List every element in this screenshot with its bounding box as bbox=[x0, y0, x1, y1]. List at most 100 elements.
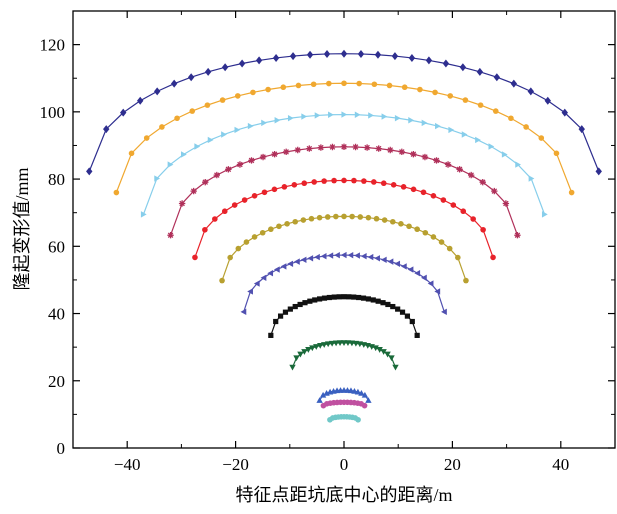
data-point bbox=[261, 189, 268, 196]
data-point bbox=[259, 229, 266, 236]
data-point bbox=[143, 135, 150, 141]
data-point bbox=[334, 251, 340, 259]
data-point bbox=[352, 143, 359, 151]
data-point bbox=[561, 108, 568, 117]
data-point bbox=[450, 202, 457, 208]
data-point bbox=[327, 252, 334, 259]
data-point bbox=[446, 245, 453, 252]
data-point bbox=[447, 93, 454, 99]
y-tick-label: 100 bbox=[40, 103, 66, 122]
series-line bbox=[169, 146, 519, 236]
series-line bbox=[142, 113, 546, 215]
data-point bbox=[421, 274, 427, 281]
data-point bbox=[347, 251, 354, 259]
data-point bbox=[305, 347, 312, 353]
data-point bbox=[276, 223, 282, 230]
data-point bbox=[340, 143, 348, 151]
data-point bbox=[273, 266, 280, 273]
data-point bbox=[140, 211, 147, 218]
data-point bbox=[351, 294, 357, 300]
data-point bbox=[385, 301, 391, 308]
series-7 bbox=[240, 251, 447, 316]
data-point bbox=[408, 117, 415, 124]
data-point bbox=[361, 178, 367, 184]
data-point bbox=[86, 167, 93, 176]
data-point bbox=[219, 277, 225, 284]
data-point bbox=[409, 318, 415, 325]
data-point bbox=[432, 89, 438, 96]
y-tick-label: 20 bbox=[48, 372, 65, 391]
y-tick-label: 120 bbox=[40, 36, 66, 55]
data-point bbox=[319, 391, 327, 398]
data-point bbox=[361, 402, 368, 409]
data-point bbox=[317, 144, 325, 151]
data-point bbox=[331, 177, 337, 184]
series-line bbox=[88, 53, 600, 172]
data-point bbox=[394, 114, 401, 122]
data-point bbox=[391, 52, 399, 61]
data-point bbox=[422, 229, 429, 236]
data-point bbox=[273, 318, 279, 325]
data-point bbox=[430, 193, 437, 199]
data-point bbox=[317, 296, 323, 302]
data-point bbox=[314, 253, 320, 261]
data-point bbox=[120, 108, 127, 117]
data-point bbox=[467, 171, 475, 179]
data-point bbox=[374, 255, 380, 262]
data-point bbox=[316, 397, 323, 403]
data-point bbox=[461, 131, 468, 138]
data-point bbox=[538, 135, 545, 141]
data-point bbox=[202, 226, 208, 233]
data-point bbox=[306, 50, 314, 59]
data-point bbox=[427, 280, 434, 287]
data-point bbox=[287, 260, 294, 268]
data-point bbox=[515, 161, 522, 168]
data-point bbox=[227, 254, 233, 261]
data-point bbox=[331, 294, 337, 300]
data-point bbox=[300, 256, 307, 263]
data-point bbox=[234, 126, 241, 134]
data-point bbox=[459, 63, 467, 72]
data-point bbox=[460, 208, 467, 215]
data-point bbox=[490, 254, 496, 261]
data-point bbox=[253, 280, 260, 287]
y-tick-label: 80 bbox=[48, 170, 65, 189]
data-point bbox=[301, 113, 308, 120]
data-point bbox=[333, 213, 339, 220]
data-point bbox=[380, 300, 386, 306]
data-point bbox=[159, 124, 165, 130]
data-point bbox=[400, 184, 407, 190]
series-line bbox=[291, 342, 397, 368]
data-point bbox=[204, 102, 211, 108]
data-point bbox=[154, 175, 161, 182]
data-point bbox=[392, 364, 399, 371]
data-point bbox=[365, 296, 371, 302]
data-point bbox=[324, 341, 332, 348]
data-point bbox=[316, 214, 323, 221]
data-point bbox=[456, 166, 463, 173]
data-point bbox=[444, 161, 452, 168]
data-point bbox=[297, 351, 304, 358]
data-point bbox=[268, 226, 274, 233]
data-point bbox=[398, 221, 404, 227]
data-point bbox=[381, 217, 388, 223]
data-point bbox=[312, 297, 318, 303]
data-point bbox=[341, 80, 347, 87]
data-point bbox=[477, 102, 484, 108]
data-point bbox=[301, 180, 308, 187]
data-point bbox=[267, 270, 274, 277]
series-line bbox=[115, 82, 573, 193]
data-point bbox=[442, 59, 450, 68]
data-point bbox=[340, 49, 348, 58]
data-point bbox=[388, 355, 395, 362]
data-point bbox=[463, 277, 469, 284]
data-point bbox=[289, 52, 297, 61]
data-point bbox=[213, 171, 221, 179]
data-point bbox=[240, 308, 247, 316]
data-point bbox=[235, 245, 242, 252]
data-point bbox=[384, 351, 391, 358]
data-point bbox=[326, 80, 332, 87]
data-point bbox=[527, 87, 535, 96]
data-point bbox=[277, 313, 284, 319]
data-point bbox=[238, 59, 246, 68]
